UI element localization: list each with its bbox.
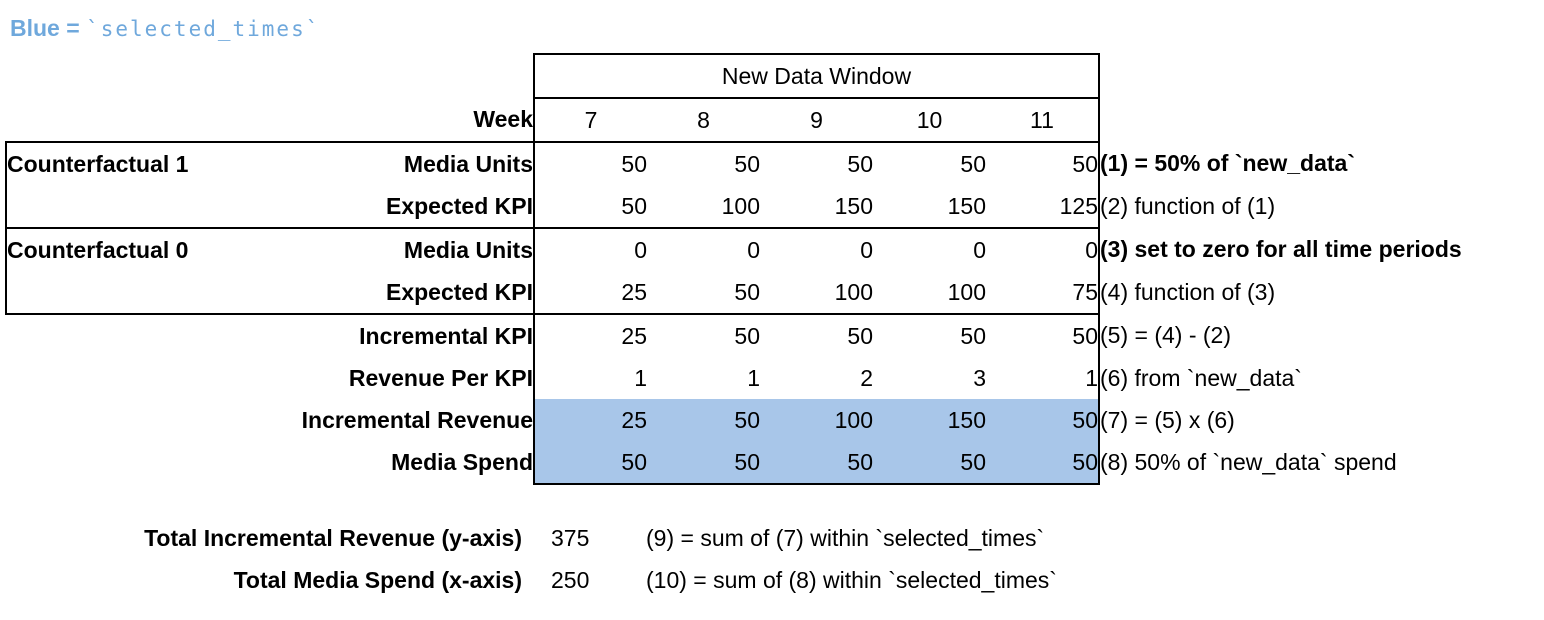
- value-cell: 75: [986, 271, 1100, 315]
- row-label-cell: Expected KPI: [236, 271, 534, 315]
- note-cell: (5) = (4) - (2): [1100, 322, 1231, 348]
- value-cell-highlighted: 150: [873, 399, 986, 441]
- note-cell: (1) = 50% of `new_data`: [1100, 150, 1355, 176]
- value-cell: 125: [986, 185, 1100, 229]
- row-revenue-per-kpi: Revenue Per KPI 1 1 2 3 1 (6) from `new_…: [6, 357, 1539, 399]
- row-label-cell: Media Units: [403, 236, 533, 263]
- total-note: (9) = sum of (7) within `selected_times`: [646, 524, 1045, 551]
- row-incremental-revenue: Incremental Revenue 25 50 100 150 50 (7)…: [6, 399, 1539, 441]
- spacer-cell: [1099, 54, 1539, 98]
- value-cell: 100: [760, 271, 873, 315]
- value-cell: 150: [760, 185, 873, 229]
- total-media-spend-row: Total Media Spend (x-axis) 250 (10) = su…: [5, 559, 1057, 601]
- group-label-cell: [5, 271, 236, 315]
- note-cell: (3) set to zero for all time periods: [1100, 236, 1462, 262]
- value-cell: 1: [747, 364, 760, 391]
- note-cell: (6) from `new_data`: [1100, 364, 1302, 391]
- row-label-cell: Media Spend: [391, 449, 533, 475]
- value-cell: 3: [973, 364, 986, 391]
- group-label-cell: Counterfactual 0: [5, 228, 236, 271]
- row-cf0-expected-kpi: Expected KPI 25 50 100 100 75 (4) functi…: [5, 271, 1539, 315]
- row-incremental-kpi: Incremental KPI 25 50 50 50 50 (5) = (4)…: [6, 314, 1539, 357]
- total-incremental-revenue-row: Total Incremental Revenue (y-axis) 375 (…: [5, 517, 1057, 559]
- spacer-cell: [6, 98, 236, 143]
- value-cell: 50: [986, 314, 1100, 357]
- value-cell: 50: [647, 271, 760, 315]
- header-row-window: New Data Window: [6, 53, 1539, 99]
- total-label: Total Media Spend (x-axis): [233, 566, 522, 593]
- value-cell: 0: [986, 228, 1100, 271]
- value-cell: 50: [847, 322, 873, 349]
- row-label-cell: Expected KPI: [236, 185, 534, 229]
- value-cell: 50: [734, 150, 760, 177]
- value-cell-highlighted: 50: [647, 399, 760, 441]
- value-cell: 2: [860, 364, 873, 391]
- value-cell-highlighted: 50: [647, 441, 760, 485]
- value-cell: 25: [533, 271, 647, 315]
- value-cell: 100: [873, 271, 986, 315]
- value-cell-highlighted: 100: [760, 399, 873, 441]
- spacer-cell: [6, 357, 236, 399]
- value-cell: 1: [533, 357, 647, 399]
- value-cell-highlighted: 25: [533, 399, 647, 441]
- legend-label: Blue =: [10, 15, 80, 41]
- row-cf1-media-units: Counterfactual 1 Media Units 50 50 50 50…: [5, 142, 1539, 185]
- value-cell: 50: [533, 185, 647, 229]
- spacer-cell: [6, 314, 236, 357]
- week-cell: 8: [647, 98, 760, 143]
- row-label-cell: Media Units: [403, 150, 533, 177]
- week-cell: 9: [760, 98, 873, 143]
- total-label: Total Incremental Revenue (y-axis): [144, 524, 522, 551]
- row-label-cell: Incremental KPI: [359, 322, 533, 349]
- legend-blue-note: Blue = `selected_times`: [10, 15, 320, 42]
- total-note: (10) = sum of (8) within `selected_times…: [646, 566, 1057, 593]
- value-cell-highlighted: 50: [533, 441, 647, 485]
- value-cell: 0: [860, 236, 873, 263]
- group-label-cell: Counterfactual 1: [5, 142, 236, 185]
- total-value: 250: [551, 566, 590, 593]
- note-cell: (4) function of (3): [1100, 279, 1276, 305]
- value-cell: 50: [847, 150, 873, 177]
- week-cell: 10: [873, 98, 986, 143]
- row-cf1-expected-kpi: Expected KPI 50 100 150 150 125 (2) func…: [5, 185, 1539, 229]
- totals-section: Total Incremental Revenue (y-axis) 375 (…: [5, 517, 1057, 601]
- legend-code: `selected_times`: [86, 17, 321, 41]
- header-row-week: Week 7 8 9 10 11: [6, 98, 1539, 143]
- new-data-window-header: New Data Window: [533, 53, 1100, 99]
- value-cell: 150: [873, 185, 986, 229]
- value-cell: 0: [747, 236, 760, 263]
- value-cell: 1: [986, 357, 1100, 399]
- week-cell: 11: [986, 98, 1100, 143]
- group-label-cell: [5, 185, 236, 229]
- week-label-cell: Week: [236, 98, 534, 143]
- value-cell-highlighted: 50: [986, 441, 1100, 485]
- row-media-spend: Media Spend 50 50 50 50 50 (8) 50% of `n…: [6, 441, 1539, 485]
- row-cf0-media-units: Counterfactual 0 Media Units 0 0 0 0 0 (…: [5, 228, 1539, 271]
- value-cell-highlighted: 50: [873, 441, 986, 485]
- spacer-cell: [1099, 98, 1539, 142]
- value-cell: 50: [986, 142, 1100, 185]
- row-label-cell: Revenue Per KPI: [348, 364, 533, 391]
- spacer-cell: [6, 399, 236, 441]
- note-cell: (7) = (5) x (6): [1100, 406, 1235, 433]
- spacer-cell: [6, 54, 534, 98]
- value-cell-highlighted: 50: [986, 399, 1100, 441]
- note-cell: (2) function of (1): [1100, 193, 1276, 219]
- value-cell-highlighted: 50: [760, 441, 873, 485]
- total-value: 375: [551, 524, 590, 551]
- value-cell: 100: [647, 185, 760, 229]
- counterfactual-table: New Data Window Week 7 8 9 10 11 Counter…: [5, 53, 1540, 485]
- row-label-cell: Incremental Revenue: [301, 406, 533, 433]
- week-cell: 7: [533, 98, 647, 143]
- value-cell: 0: [533, 228, 647, 271]
- value-cell: 50: [734, 322, 760, 349]
- spacer-cell: [6, 441, 236, 484]
- value-cell: 50: [533, 142, 647, 185]
- note-cell: (8) 50% of `new_data` spend: [1100, 449, 1397, 475]
- value-cell: 50: [960, 322, 986, 349]
- value-cell: 50: [960, 150, 986, 177]
- value-cell: 0: [973, 236, 986, 263]
- value-cell: 25: [533, 314, 647, 357]
